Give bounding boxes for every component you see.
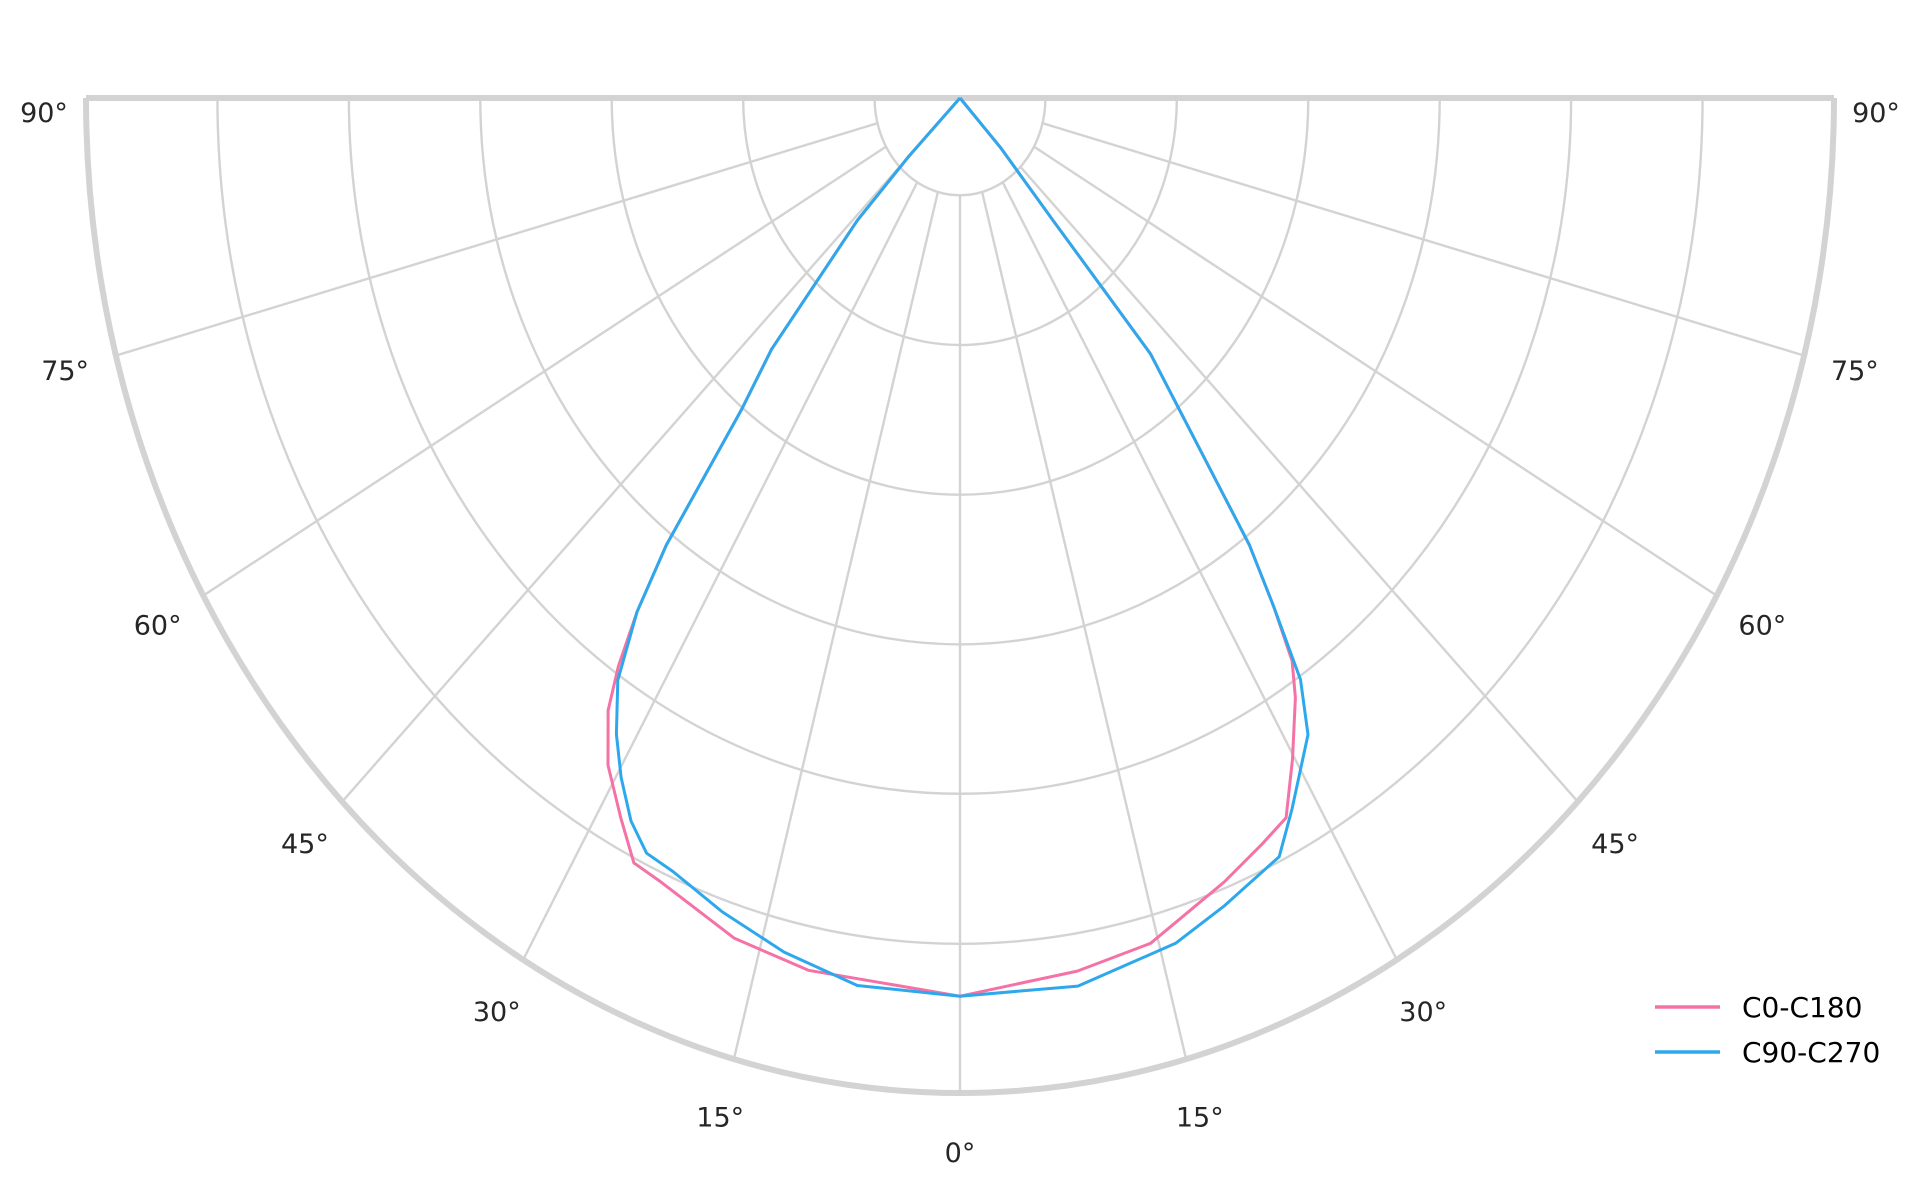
angle-gridline (1019, 166, 1579, 803)
angle-tick-label: 75° (41, 356, 89, 387)
angle-gridline (980, 191, 1188, 1060)
angle-tick-label: 45° (281, 829, 329, 860)
angle-tick-label: 90° (20, 98, 68, 129)
series-line-c90-c270 (614, 97, 1310, 998)
angle-tick-label: 30° (473, 997, 521, 1028)
angle-tick-label: 45° (1591, 829, 1639, 860)
curves (606, 97, 1310, 998)
angle-tick-label: 15° (1176, 1102, 1224, 1133)
angle-gridline (1001, 181, 1399, 961)
radial-ring (873, 97, 1047, 197)
series-line-c0-c180 (606, 97, 1297, 998)
legend-label-c0-c180: C0-C180 (1742, 991, 1862, 1024)
angle-tick-label: 60° (134, 611, 182, 642)
angle-gridline (115, 122, 878, 357)
angle-tick-label: 30° (1399, 997, 1447, 1028)
angle-tick-label: 0° (945, 1138, 976, 1169)
angle-tick-label: 60° (1738, 611, 1786, 642)
grid (83, 97, 1837, 1097)
angle-gridline (521, 181, 919, 961)
legend-label-c90-c270: C90-C270 (1742, 1036, 1880, 1069)
angle-tick-label: 75° (1831, 356, 1879, 387)
angle-tick-label: 90° (1852, 98, 1900, 129)
angle-tick-label: 15° (696, 1102, 744, 1133)
angle-gridline (202, 145, 887, 597)
angle-gridline (1042, 122, 1805, 357)
angle-tick-labels: 90° 75° 60° 45° 30° 15° 0° 15° 30° 45° 60° 75° 90° (20, 98, 1900, 1169)
legend: C0-C180 C90-C270 (1655, 991, 1880, 1069)
angle-gridline (341, 166, 901, 803)
angle-gridline (1033, 145, 1718, 597)
angle-gridline (732, 191, 940, 1060)
